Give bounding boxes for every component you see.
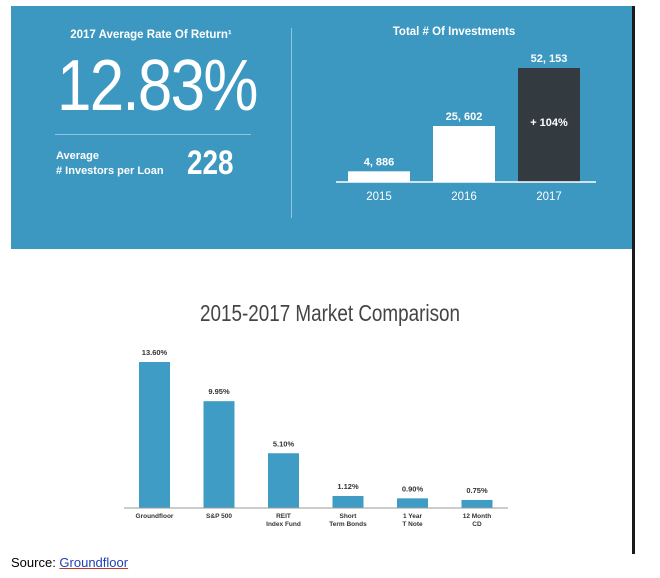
market-category-label: CD: [472, 521, 482, 528]
right-border: [632, 6, 635, 554]
investment-value-label: 52, 153: [531, 53, 568, 65]
market-bar: [397, 498, 428, 508]
source-label: Source:: [11, 555, 60, 570]
market-bar: [332, 495, 364, 508]
investments-chart: 4, 886 2015 25, 602 2016 52, 153 2017 + 104%: [336, 53, 596, 203]
market-category-label: REIT: [276, 513, 291, 520]
investment-bar: [433, 126, 495, 182]
market-value-label: 1.12%: [337, 482, 359, 491]
market-category-label: Index Fund: [266, 521, 301, 528]
market-category-label: Short: [340, 513, 358, 520]
market-bar: [268, 453, 299, 508]
market-category-label: T Note: [402, 521, 423, 528]
market-category-label: 1 Year: [403, 513, 423, 520]
market-bar: [461, 499, 493, 508]
investments-chart-title: Total # Of Investments: [392, 26, 516, 38]
source-line: Source: Groundfloor: [11, 555, 128, 570]
market-value-label: 13.60%: [142, 348, 168, 357]
market-value-label: 0.75%: [466, 486, 488, 495]
market-category-label: 12 Month: [463, 513, 492, 520]
investors-per-loan-label: Average # Investors per Loan: [56, 149, 186, 179]
investment-year-label: 2016: [451, 191, 477, 203]
market-category-label: Groundfloor: [136, 513, 174, 520]
investors-label-line2: # Investors per Loan: [56, 165, 164, 177]
vertical-divider: [291, 28, 292, 218]
divider: [55, 134, 251, 135]
investment-value-label: 25, 602: [446, 111, 483, 123]
market-category-label: Term Bonds: [329, 521, 367, 528]
stats-panel: 2017 Average Rate Of Return¹ 12.83% Aver…: [11, 6, 632, 249]
investment-bar: [518, 68, 580, 182]
market-category-label: S&P 500: [206, 513, 232, 520]
market-value-label: 5.10%: [273, 439, 295, 448]
investment-year-label: 2017: [536, 191, 562, 203]
rate-of-return-value: 12.83%: [57, 46, 258, 126]
rate-of-return-title: 2017 Average Rate Of Return¹: [70, 29, 232, 41]
investment-year-label: 2015: [366, 191, 392, 203]
investment-bar: [348, 171, 410, 182]
investors-label-line1: Average: [56, 150, 100, 162]
market-value-label: 9.95%: [208, 387, 230, 396]
market-value-label: 0.90%: [402, 484, 424, 493]
investors-per-loan-value: 228: [187, 144, 234, 182]
investment-value-label: 4, 886: [364, 156, 395, 168]
market-comparison-title: 2015-2017 Market Comparison: [200, 300, 460, 326]
source-link[interactable]: Groundfloor: [59, 555, 129, 570]
market-bar: [139, 362, 170, 508]
growth-annotation: + 104%: [530, 117, 568, 129]
market-bar: [203, 401, 235, 508]
